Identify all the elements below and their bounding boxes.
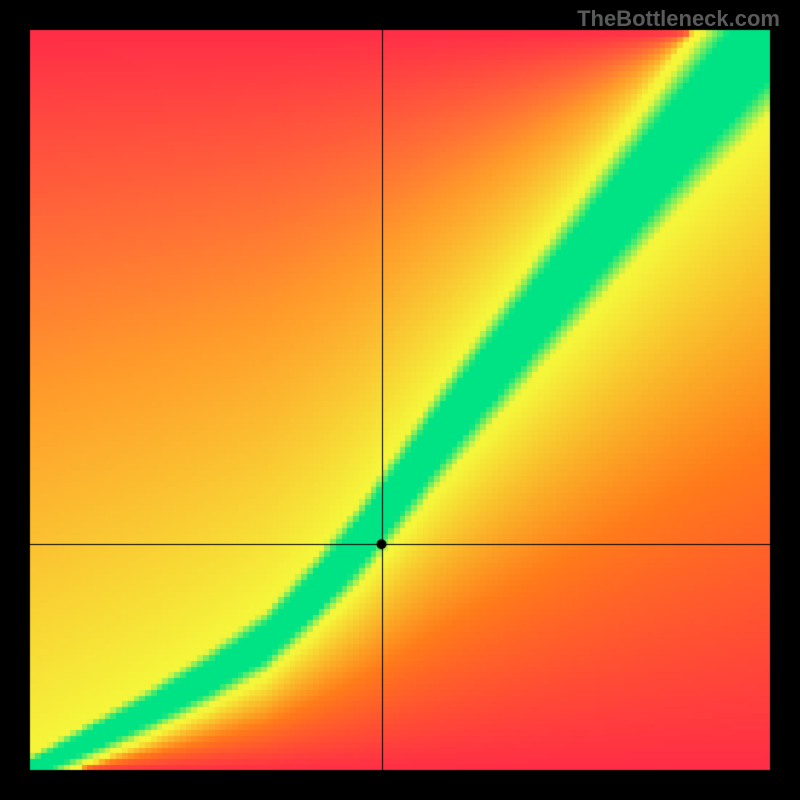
- watermark-text: TheBottleneck.com: [577, 6, 780, 31]
- watermark: TheBottleneck.com: [577, 6, 780, 32]
- bottleneck-heatmap: [0, 0, 800, 800]
